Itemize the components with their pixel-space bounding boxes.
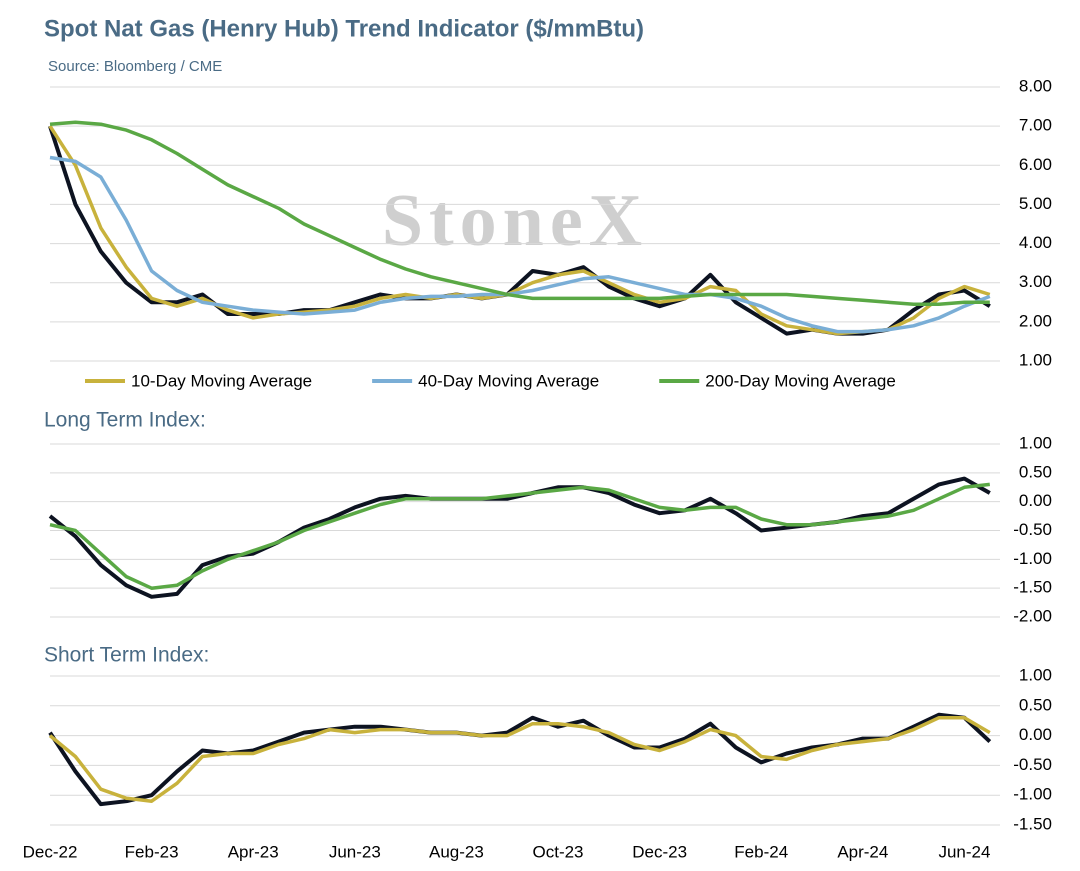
line-series: [48, 715, 991, 803]
legend-label: 40-Day Moving Average: [418, 371, 599, 390]
y-tick-label: 4.00: [1019, 233, 1052, 252]
y-tick-label: 2.00: [1019, 311, 1052, 330]
y-tick-label: 0.00: [1019, 491, 1052, 510]
x-tick-label: Dec-22: [23, 842, 78, 861]
x-tick-label: Oct-23: [533, 842, 584, 861]
x-tick-label: Jun-24: [938, 842, 990, 861]
line-series: [48, 125, 991, 336]
y-tick-label: 1.00: [1019, 350, 1052, 369]
chart-subtitle: Source: Bloomberg / CME: [48, 58, 222, 75]
y-tick-label: 0.50: [1019, 462, 1052, 481]
y-tick-label: -0.50: [1013, 755, 1052, 774]
legend-label: 200-Day Moving Average: [705, 371, 896, 390]
y-tick-label: 1.00: [1019, 665, 1052, 684]
x-tick-label: Apr-23: [228, 842, 279, 861]
watermark: StoneX: [382, 180, 648, 262]
panel-title: Long Term Index:: [44, 409, 206, 432]
chart-title: Spot Nat Gas (Henry Hub) Trend Indicator…: [44, 15, 644, 42]
y-tick-label: -1.50: [1013, 814, 1052, 833]
y-tick-label: 6.00: [1019, 155, 1052, 174]
x-tick-label: Apr-24: [837, 842, 888, 861]
y-tick-label: -2.00: [1013, 606, 1052, 625]
y-tick-label: 0.00: [1019, 725, 1052, 744]
y-tick-label: 0.50: [1019, 695, 1052, 714]
x-tick-label: Aug-23: [429, 842, 484, 861]
panel-title: Short Term Index:: [44, 644, 209, 667]
y-tick-label: -1.00: [1013, 785, 1052, 804]
y-tick-label: 5.00: [1019, 194, 1052, 213]
y-tick-label: 1.00: [1019, 433, 1052, 452]
y-tick-label: -1.00: [1013, 549, 1052, 568]
line-series: [49, 482, 990, 590]
x-tick-label: Feb-24: [734, 842, 788, 861]
y-tick-label: 8.00: [1019, 76, 1052, 95]
line-series: [49, 120, 990, 306]
legend-label: 10-Day Moving Average: [131, 371, 312, 390]
x-tick-label: Jun-23: [329, 842, 381, 861]
y-tick-label: 3.00: [1019, 272, 1052, 291]
line-series: [49, 155, 991, 334]
y-tick-label: 7.00: [1019, 116, 1052, 135]
y-tick-label: -1.50: [1013, 578, 1052, 597]
x-tick-label: Dec-23: [632, 842, 687, 861]
y-tick-label: -0.50: [1013, 520, 1052, 539]
x-tick-label: Feb-23: [125, 842, 179, 861]
